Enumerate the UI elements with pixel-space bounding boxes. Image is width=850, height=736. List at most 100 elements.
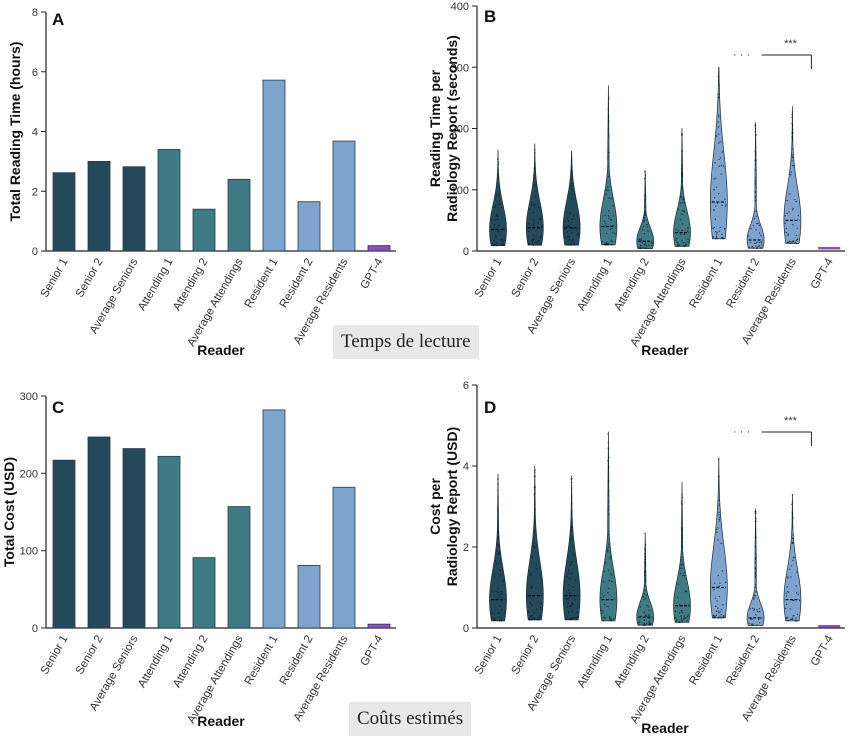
violin-point [797,214,799,217]
violin-point [685,244,687,246]
violin-point [647,230,649,232]
violin-point [681,150,683,153]
violin-point [566,231,569,234]
violin-point [681,171,684,174]
violin-point [786,620,788,622]
violin-point [720,613,723,616]
violin-point [792,542,794,544]
violin-point [648,609,650,612]
violin-point [612,618,615,620]
violin-point [680,619,683,622]
violin-point [790,240,792,243]
panel-b: 0 100 200 300 400 B Reading Time perRadiology … [427,1,845,358]
violin-point [530,616,532,619]
violin-point [531,556,533,559]
violin-point [644,571,646,573]
significance-stars: *** [784,415,798,427]
violin-point [603,616,606,619]
violin-point [497,562,500,564]
violin-point [754,183,757,185]
violin-point [785,617,788,619]
violin-point [757,610,759,613]
violin-point [713,589,715,591]
violin-point [644,188,647,190]
violin-point [645,247,648,249]
violin-point [570,510,573,513]
violin-point [787,591,790,593]
violin-point [603,220,606,223]
violin-point [610,239,613,241]
violin-point [638,247,640,250]
violin-point [534,151,536,154]
violin-point [755,520,757,523]
violin-point [647,606,650,608]
category-label: Attending 2 [171,257,210,313]
violin-point [760,241,762,243]
violin-point [788,241,790,243]
violin-point [493,239,496,242]
violin-point [570,535,572,537]
violin-point [605,241,608,244]
violin-point [534,515,536,518]
violin-point [755,176,757,179]
violin-point [493,226,495,229]
violin-point [791,116,793,119]
violin-point [600,596,602,599]
violin-point [754,567,757,569]
violin-point [715,605,717,608]
violin-point [530,574,532,577]
violin-point [535,190,537,192]
violin-point [785,231,788,234]
violin-point [533,542,535,544]
violin-point [681,180,683,182]
violin-point [646,604,648,607]
violin-point [495,241,498,244]
violin-point [790,171,793,173]
violin-point [497,511,499,513]
violin-point [795,200,797,203]
violin-point [607,215,610,217]
violin-point [754,190,756,193]
violin-point [533,488,536,490]
violin-point [789,618,792,621]
violin-point [567,240,569,242]
violin-point [500,206,503,208]
violin-point [791,122,793,125]
violin-point [498,551,500,553]
violin-point [503,242,505,245]
violin-point [644,198,647,200]
violin-point [571,240,573,242]
violin-point [607,155,609,158]
violin-point [644,549,647,551]
violin-point [791,124,794,127]
violin-point [571,231,573,234]
violin-point [531,201,533,203]
violin-point [681,611,683,614]
violin-point [760,242,763,244]
violin-point [718,230,721,232]
violin-point [602,619,605,622]
violin-point [717,133,720,135]
violin-point [796,620,798,622]
violin-point [718,114,720,116]
panel-d-letter: D [484,398,496,417]
violin-point [717,121,719,123]
violin-point [753,608,755,610]
violin [525,143,544,246]
violin-point [540,603,543,605]
violin-point [786,586,788,588]
violin-point [791,514,794,516]
violin-point [570,560,573,563]
violin-point [573,215,575,217]
violin-point [758,241,761,244]
violin-point [531,240,533,242]
violin-point [682,210,684,212]
violin-point [533,547,536,550]
violin-point [755,186,757,188]
category-label: Attending 2 [171,634,210,690]
violin-point [607,157,609,160]
violin-point [791,154,793,156]
violin-point [791,209,794,211]
violin-point [565,598,567,600]
violin-point [607,165,609,168]
